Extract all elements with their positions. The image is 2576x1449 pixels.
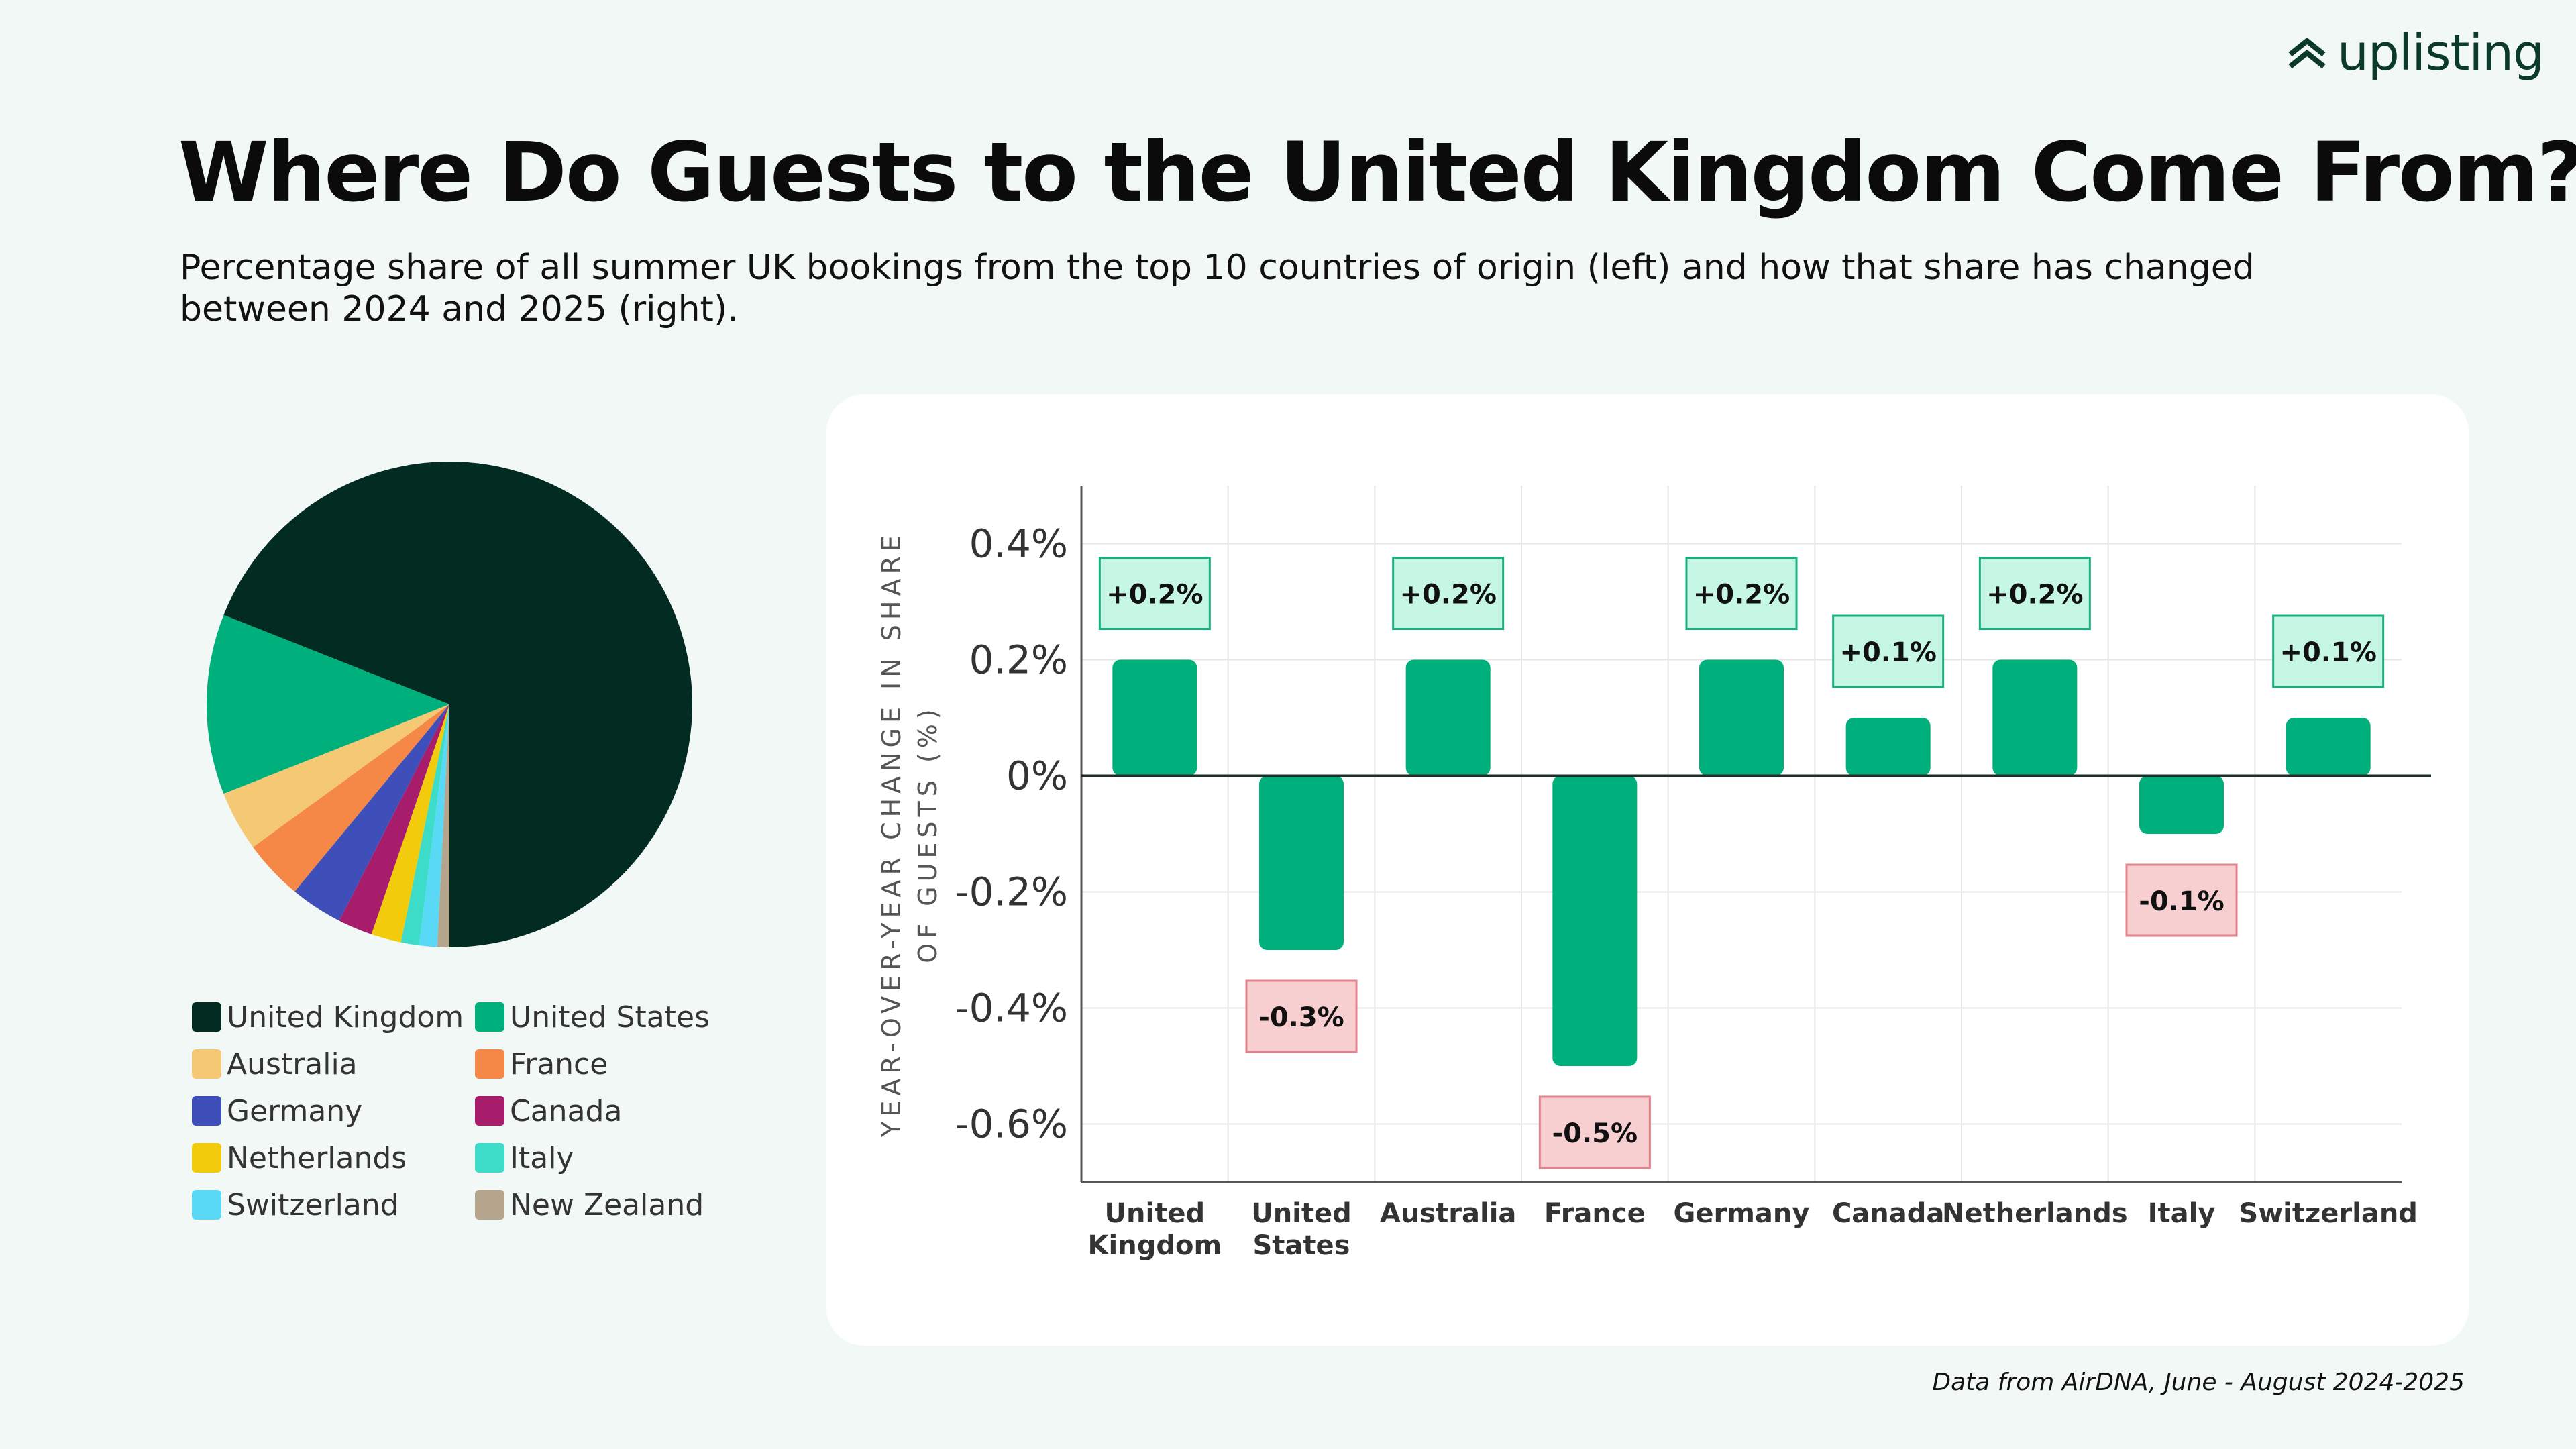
legend-swatch — [475, 1190, 504, 1220]
bar-united-states — [1259, 775, 1344, 950]
pie-slice-canada — [339, 704, 449, 934]
legend-swatch — [192, 1190, 221, 1220]
legend-swatch — [475, 1049, 504, 1079]
bar-netherlands — [1992, 659, 2078, 776]
bar-chart-svg: 0.4% 0.2% 0% -0.2% -0.4% -0.6% +0.2% -0.3% +0.2%… — [877, 486, 2431, 1261]
legend-item-switzerland: Switzerland — [192, 1187, 475, 1222]
data-label-germany: +0.2% — [1693, 580, 1790, 610]
data-label-switzerland: +0.1% — [2279, 637, 2376, 668]
bar-switzerland — [2286, 718, 2371, 776]
y-tick-label: -0.6% — [955, 1102, 1068, 1147]
legend-label: Canada — [510, 1093, 623, 1128]
pie-slice-germany — [294, 704, 449, 921]
page-title: Where Do Guests to the United Kingdom Co… — [178, 125, 2576, 220]
legend-item-united-states: United States — [475, 1000, 763, 1034]
data-label-box — [1538, 1095, 1651, 1169]
y-tick-label: 0.2% — [969, 637, 1068, 683]
data-label-box — [1245, 979, 1358, 1053]
data-label-united-kingdom: +0.2% — [1106, 580, 1203, 610]
legend-swatch — [475, 1096, 504, 1126]
brand-name: uplisting — [2337, 24, 2544, 82]
pie-slice-netherlands — [371, 704, 449, 943]
data-label-box — [1978, 557, 2091, 630]
legend-item-germany: Germany — [192, 1093, 475, 1128]
data-label-italy: -0.1% — [2139, 886, 2224, 917]
x-tick-label-canada: Canada — [1832, 1198, 1944, 1229]
pie-slice-france — [253, 704, 449, 892]
bar-canada — [1845, 718, 1931, 776]
y-axis-title: YEAR-OVER-YEAR CHANGE IN SHARE OF GUESTS … — [877, 531, 943, 1138]
legend-label: Switzerland — [227, 1187, 399, 1222]
pie-chart-svg — [207, 462, 692, 947]
bar-chart-card: 0.4% 0.2% 0% -0.2% -0.4% -0.6% +0.2% -0.3% +0.2%… — [826, 394, 2469, 1346]
x-tick-label-netherlands: Netherlands — [1942, 1198, 2128, 1229]
bar-germany — [1699, 659, 1784, 776]
x-tick-label-united-kingdom: United Kingdom — [1088, 1198, 1222, 1261]
data-label-netherlands: +0.2% — [1986, 580, 2083, 610]
legend-label: Australia — [227, 1046, 358, 1081]
legend-label: France — [510, 1046, 608, 1081]
pie-slice-switzerland — [419, 704, 449, 947]
pie-slice-italy — [400, 704, 449, 946]
source-note: Data from AirDNA, June - August 2024-202… — [1932, 1368, 2465, 1396]
bar-united-kingdom — [1112, 659, 1197, 776]
data-label-canada: +0.1% — [1839, 637, 1936, 668]
legend-label: United States — [510, 1000, 710, 1034]
legend-item-united-kingdom: United Kingdom — [192, 1000, 475, 1034]
data-label-united-states: -0.3% — [1258, 1002, 1344, 1033]
legend-item-netherlands: Netherlands — [192, 1140, 475, 1175]
legend-item-new-zealand: New Zealand — [475, 1187, 763, 1222]
legend-swatch — [192, 1002, 221, 1032]
x-tick-label-italy: Italy — [2148, 1198, 2216, 1229]
legend-label: United Kingdom — [227, 1000, 464, 1034]
page-subtitle: Percentage share of all summer UK bookin… — [180, 248, 2255, 329]
legend-label: New Zealand — [510, 1187, 704, 1222]
data-label-box — [1098, 557, 1211, 630]
data-label-box — [2272, 614, 2385, 688]
y-tick-label: -0.2% — [955, 869, 1068, 915]
legend-swatch — [475, 1002, 504, 1032]
legend-swatch — [192, 1143, 221, 1173]
y-tick-label: 0.4% — [969, 521, 1068, 567]
pie-chart — [201, 456, 698, 953]
legend-label: Italy — [510, 1140, 574, 1175]
data-label-box — [1832, 614, 1945, 688]
legend-label: Netherlands — [227, 1140, 407, 1175]
bar-france — [1552, 775, 1638, 1066]
y-tick-label: -0.4% — [955, 985, 1068, 1031]
pie-slice-united-kingdom — [223, 462, 692, 947]
x-tick-label-germany: Germany — [1674, 1198, 1810, 1229]
bar-australia — [1405, 659, 1491, 776]
legend-item-italy: Italy — [475, 1140, 763, 1175]
legend-label: Germany — [227, 1093, 363, 1128]
y-tick-label: 0% — [1006, 753, 1068, 799]
legend-item-canada: Canada — [475, 1093, 763, 1128]
x-tick-label-france: France — [1544, 1198, 1646, 1229]
legend-swatch — [192, 1096, 221, 1126]
pie-legend: United Kingdom United States Australia Fran… — [192, 1000, 769, 1222]
x-tick-label-switzerland: Switzerland — [2239, 1198, 2418, 1229]
data-label-australia: +0.2% — [1399, 580, 1496, 610]
bar-italy — [2139, 775, 2224, 834]
pie-slice-australia — [223, 704, 449, 847]
pie-slice-united-states — [207, 614, 449, 794]
data-label-box — [1685, 557, 1798, 630]
data-label-box — [1392, 557, 1505, 630]
legend-item-france: France — [475, 1046, 763, 1081]
pie-slice-new-zealand — [437, 704, 449, 947]
legend-swatch — [192, 1049, 221, 1079]
legend-item-australia: Australia — [192, 1046, 475, 1081]
brand-logo: uplisting — [2286, 24, 2544, 82]
data-label-france: -0.5% — [1552, 1118, 1638, 1149]
data-label-box — [2125, 863, 2238, 937]
double-chevron-up-icon — [2288, 38, 2326, 69]
x-tick-label-australia: Australia — [1380, 1198, 1517, 1229]
legend-swatch — [475, 1143, 504, 1173]
x-tick-label-united-states: United States — [1251, 1198, 1352, 1261]
